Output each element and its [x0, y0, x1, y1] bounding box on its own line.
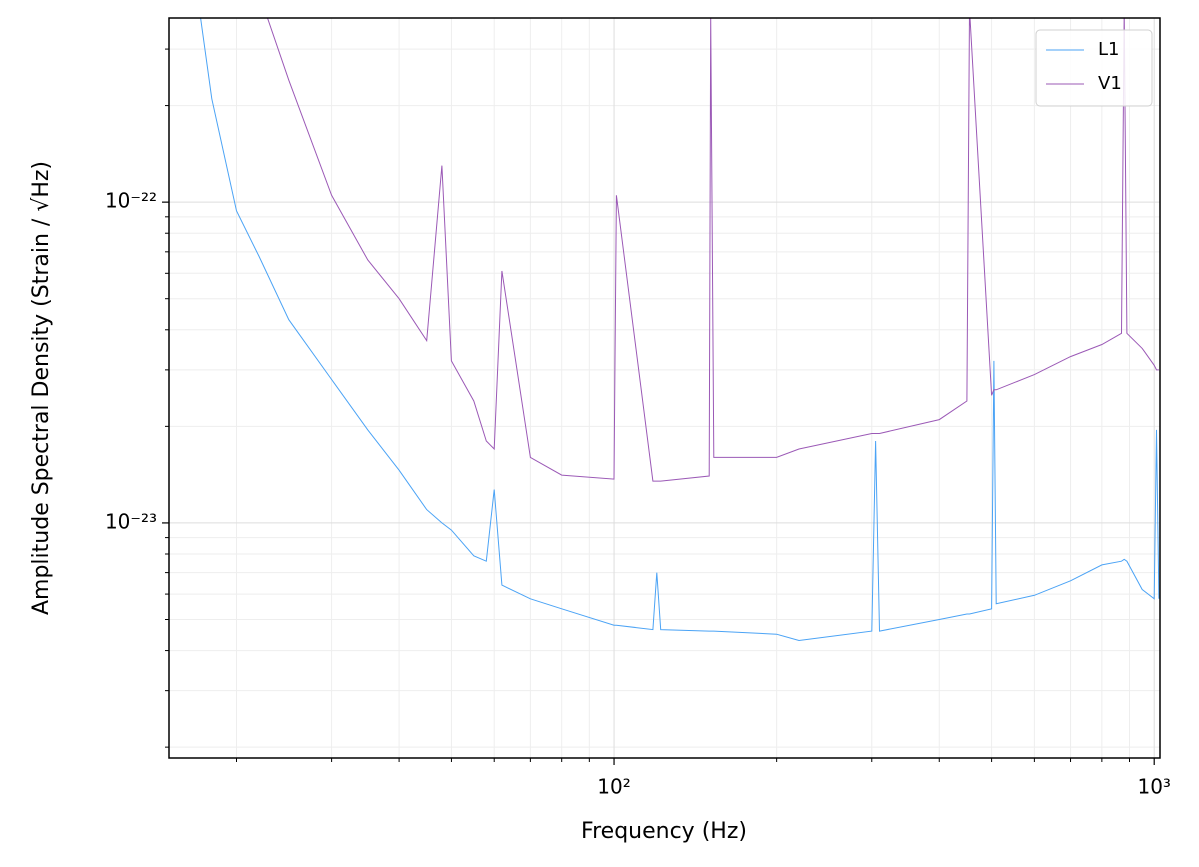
plot-frame	[168, 17, 1161, 759]
axes: 10² 10³ 10⁻²³ 10⁻²²	[105, 48, 1171, 799]
x-tick-label: 10³	[1137, 775, 1170, 799]
grid	[169, 18, 1160, 758]
legend-box	[1035, 29, 1153, 107]
y-tick-label: 10⁻²³	[105, 509, 157, 533]
series-line	[266, 18, 1159, 482]
legend-label: L1	[1098, 39, 1119, 60]
legend: L1 V1	[1035, 29, 1153, 107]
plot-lines	[200, 18, 1160, 642]
series-line	[200, 18, 1160, 642]
x-tick-label: 10²	[597, 775, 630, 799]
legend-label: V1	[1098, 73, 1122, 94]
x-axis-label: Frequency (Hz)	[581, 819, 747, 844]
y-axis-label: Amplitude Spectral Density (Strain / √Hz…	[29, 161, 54, 615]
y-tick-label: 10⁻²²	[105, 189, 157, 213]
